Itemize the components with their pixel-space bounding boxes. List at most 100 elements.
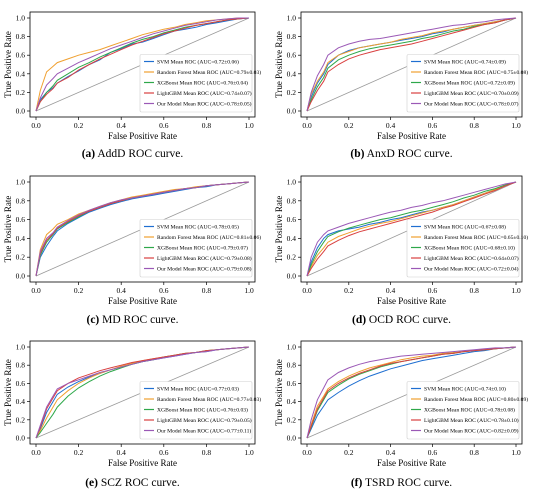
series-line <box>35 17 250 112</box>
caption-text: AddD ROC curve. <box>95 148 183 160</box>
series-line <box>35 346 250 439</box>
legend-entry: SVM Mean ROC (AUC=0.74±0.09) <box>424 59 506 66</box>
series-line <box>306 181 517 277</box>
legend-entry: LightGBM Mean ROC (AUC=0.79±0.05) <box>157 417 252 424</box>
x-tick-label: 0.4 <box>117 121 127 130</box>
y-axis-label: True Positive Rate <box>274 196 284 263</box>
y-tick-label: 0.8 <box>287 32 297 41</box>
y-tick-label: 1.0 <box>287 178 297 187</box>
y-tick-label: 1.0 <box>16 178 26 187</box>
x-tick-label: 0.0 <box>302 286 312 295</box>
x-tick-label: 0.0 <box>302 121 312 130</box>
legend-entry: Random Forest Mean ROC (AUC=0.81±0.06) <box>157 234 261 241</box>
series-line <box>306 17 517 112</box>
series-line <box>35 181 250 277</box>
x-tick-label: 0.8 <box>202 286 212 295</box>
y-tick-label: 0.2 <box>16 253 26 262</box>
plot-frame <box>29 340 256 445</box>
legend-box <box>406 219 520 278</box>
y-tick-label: 1.0 <box>16 343 26 352</box>
x-tick-label: 1.0 <box>244 448 254 457</box>
plot-frame <box>29 11 256 118</box>
x-tick-label: 0.4 <box>386 286 396 295</box>
roc-panel: 0.0 0.2 0.4 0.6 0.8 1.0 0.0 0.2 0.4 0.6 0.8 1.0 Fals… <box>3 11 261 160</box>
x-tick-label: 0.2 <box>344 448 354 457</box>
caption-letter: (a) <box>82 148 96 160</box>
caption-text: MD ROC curve. <box>99 314 178 326</box>
x-tick-label: 0.4 <box>386 448 396 457</box>
y-axis-label: True Positive Rate <box>3 359 13 426</box>
legend-entry: Our Model Mean ROC (AUC=0.77±0.11) <box>157 428 251 435</box>
legend-entry: LightGBM Mean ROC (AUC=0.79±0.08) <box>157 255 252 262</box>
x-tick-label: 0.4 <box>117 286 127 295</box>
legend-entry: SVM Mean ROC (AUC=0.72±0.06) <box>157 59 239 66</box>
legend-entry: Random Forest Mean ROC (AUC=0.79±0.03) <box>157 69 261 76</box>
x-tick-label: 0.6 <box>428 286 438 295</box>
x-axis-label: False Positive Rate <box>108 458 177 468</box>
plot-frame <box>29 175 256 283</box>
y-axis-label: True Positive Rate <box>274 31 284 98</box>
series-line <box>35 346 250 439</box>
legend-entry: SVM Mean ROC (AUC=0.67±0.08) <box>424 224 506 231</box>
panel-caption: (b) AnxD ROC curve. <box>350 148 452 160</box>
series-line <box>306 17 517 112</box>
x-axis-label: False Positive Rate <box>108 296 177 306</box>
x-tick-label: 0.2 <box>74 448 84 457</box>
y-tick-label: 0.2 <box>16 415 26 424</box>
legend-entry: LightGBM Mean ROC (AUC=0.74±0.07) <box>157 90 252 97</box>
caption-text: SCZ ROC curve. <box>98 477 180 489</box>
legend-entry: SVM Mean ROC (AUC=0.77±0.03) <box>157 386 239 393</box>
x-tick-label: 0.2 <box>344 121 354 130</box>
legend-entry: XGBoost Mean ROC (AUC=0.68±0.10) <box>424 245 515 252</box>
legend-entry: Random Forest Mean ROC (AUC=0.65±0.10) <box>424 234 528 241</box>
caption-letter: (c) <box>87 314 100 326</box>
x-tick-label: 1.0 <box>244 121 254 130</box>
x-tick-label: 0.0 <box>302 448 312 457</box>
series-line <box>35 17 249 112</box>
plot-frame <box>300 11 523 118</box>
y-tick-label: 0.8 <box>16 32 26 41</box>
y-tick-label: 0.8 <box>287 196 297 205</box>
y-tick-label: 1.0 <box>16 14 26 23</box>
y-tick-label: 0.0 <box>287 434 297 443</box>
x-tick-label: 1.0 <box>511 121 521 130</box>
x-tick-label: 0.4 <box>117 448 127 457</box>
x-tick-label: 0.4 <box>386 121 396 130</box>
y-axis-label: True Positive Rate <box>3 196 13 263</box>
y-tick-label: 1.0 <box>287 14 297 23</box>
y-tick-label: 1.0 <box>287 343 297 352</box>
x-axis-label: False Positive Rate <box>108 131 177 141</box>
legend-entry: Our Model Mean ROC (AUC=0.72±0.04) <box>424 266 519 273</box>
legend-entry: XGBoost Mean ROC (AUC=0.72±0.09) <box>424 80 515 87</box>
roc-panel: 0.0 0.2 0.4 0.6 0.8 1.0 0.0 0.2 0.4 0.6 0.8 1.0 Fals… <box>274 11 528 160</box>
x-axis-label: False Positive Rate <box>377 458 446 468</box>
roc-panel: 0.0 0.2 0.4 0.6 0.8 1.0 0.0 0.2 0.4 0.6 0.8 1.0 Fals… <box>3 340 261 489</box>
series-line <box>306 17 517 112</box>
plot-frame <box>300 175 523 283</box>
panel-caption: (e) SCZ ROC curve. <box>85 477 180 489</box>
legend-entry: Random Forest Mean ROC (AUC=0.80±0.09) <box>424 396 528 403</box>
panel-caption: (c) MD ROC curve. <box>87 314 179 326</box>
roc-panel: 0.0 0.2 0.4 0.6 0.8 1.0 0.0 0.2 0.4 0.6 0.8 1.0 Fals… <box>274 340 528 489</box>
y-tick-label: 0.2 <box>287 88 297 97</box>
legend-entry: LightGBM Mean ROC (AUC=0.70±0.09) <box>424 90 519 97</box>
y-tick-label: 0.4 <box>287 234 297 243</box>
legend-entry: SVM Mean ROC (AUC=0.74±0.10) <box>424 386 506 393</box>
y-tick-label: 0.6 <box>287 51 297 60</box>
series-line <box>306 181 517 277</box>
x-tick-label: 0.8 <box>470 448 480 457</box>
y-tick-label: 0.2 <box>287 415 297 424</box>
x-tick-label: 0.6 <box>159 448 169 457</box>
roc-panel: 0.0 0.2 0.4 0.6 0.8 1.0 0.0 0.2 0.4 0.6 0.8 1.0 Fals… <box>274 175 528 326</box>
y-tick-label: 0.6 <box>16 215 26 224</box>
y-tick-label: 0.0 <box>287 272 297 281</box>
legend-entry: Random Forest Mean ROC (AUC=0.75±0.08) <box>424 69 528 76</box>
x-tick-label: 1.0 <box>244 286 254 295</box>
y-tick-label: 0.6 <box>16 51 26 60</box>
x-tick-label: 0.0 <box>31 286 41 295</box>
y-tick-label: 0.4 <box>287 397 297 406</box>
panel-caption: (a) AddD ROC curve. <box>82 148 184 160</box>
series-line <box>306 181 517 277</box>
legend-box <box>139 381 253 440</box>
